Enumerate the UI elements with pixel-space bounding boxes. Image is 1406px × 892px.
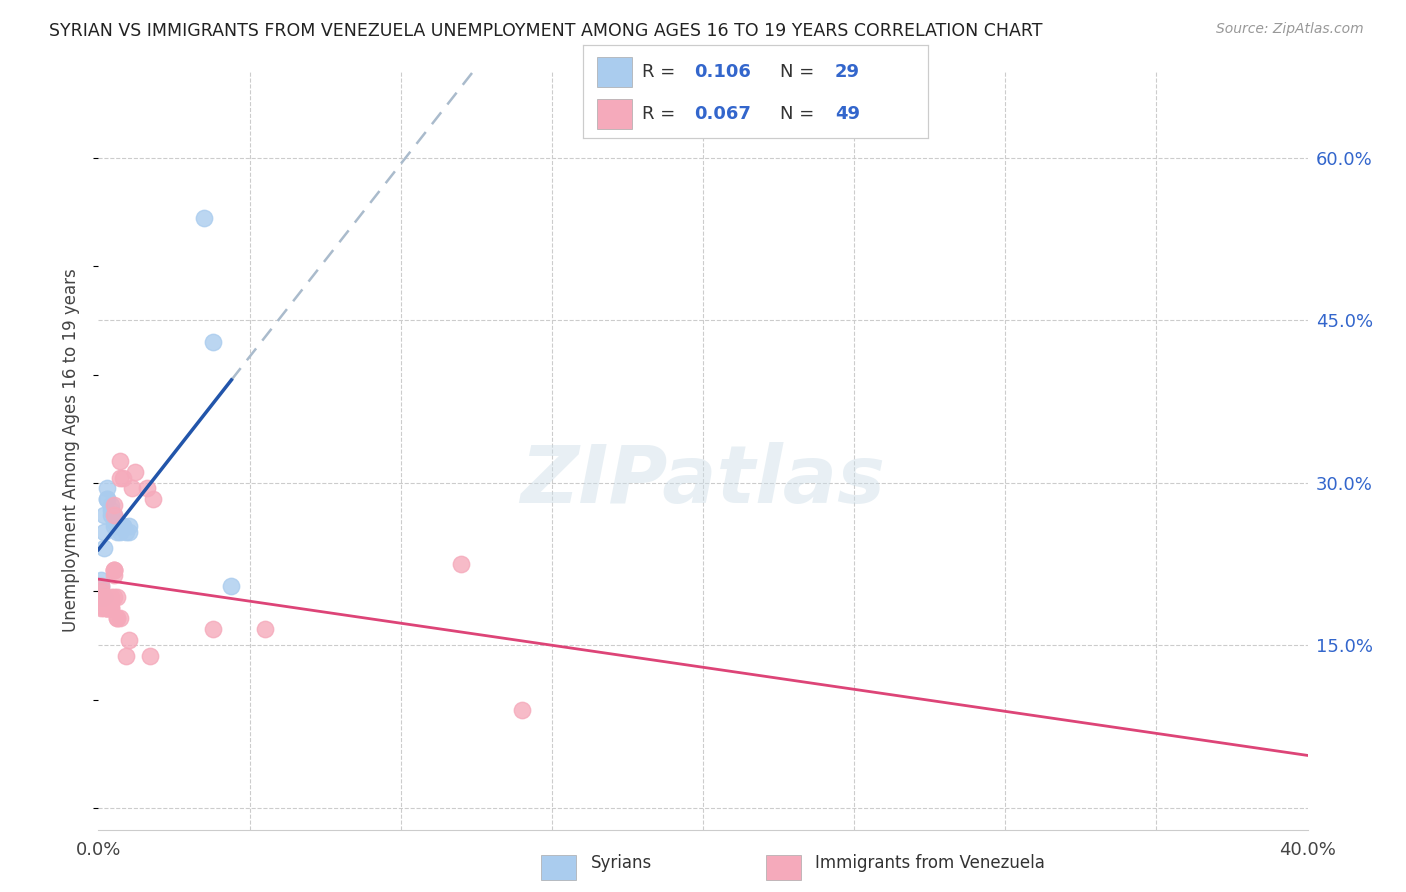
Point — [90, 579, 112, 593]
Point — [103, 498, 125, 512]
Point — [96, 595, 118, 609]
Text: R =: R = — [643, 105, 681, 123]
Point — [93, 590, 115, 604]
Point — [96, 492, 118, 507]
Point — [108, 611, 131, 625]
FancyBboxPatch shape — [766, 855, 801, 880]
Point — [105, 519, 128, 533]
Point — [103, 563, 125, 577]
Point — [121, 482, 143, 496]
Text: Source: ZipAtlas.com: Source: ZipAtlas.com — [1216, 22, 1364, 37]
Point — [93, 590, 115, 604]
Point — [93, 524, 115, 539]
Point — [100, 600, 122, 615]
Text: 49: 49 — [835, 105, 860, 123]
Point — [90, 590, 112, 604]
Text: N =: N = — [780, 105, 820, 123]
Point — [103, 590, 125, 604]
Point — [93, 595, 115, 609]
FancyBboxPatch shape — [598, 57, 631, 87]
Point — [118, 519, 141, 533]
Point — [90, 574, 112, 588]
Text: ZIPatlas: ZIPatlas — [520, 442, 886, 520]
Point — [142, 492, 165, 507]
Text: 0.106: 0.106 — [693, 62, 751, 81]
Point — [114, 649, 136, 664]
Point — [105, 611, 128, 625]
Point — [100, 508, 122, 523]
Point — [105, 524, 128, 539]
Point — [108, 470, 131, 484]
FancyBboxPatch shape — [598, 99, 631, 129]
Point — [93, 590, 115, 604]
Point — [108, 519, 131, 533]
Point — [100, 503, 122, 517]
Point — [202, 335, 225, 350]
Point — [135, 482, 157, 496]
Point — [100, 600, 122, 615]
Point — [105, 590, 128, 604]
Point — [93, 508, 115, 523]
Point — [118, 524, 141, 539]
Text: Immigrants from Venezuela: Immigrants from Venezuela — [815, 855, 1045, 872]
Point — [111, 470, 134, 484]
Point — [103, 508, 125, 523]
Point — [103, 514, 125, 528]
Point — [221, 579, 243, 593]
Point — [100, 590, 122, 604]
Point — [90, 579, 112, 593]
Point — [202, 622, 225, 636]
Point — [93, 600, 115, 615]
FancyBboxPatch shape — [541, 855, 576, 880]
Point — [93, 595, 115, 609]
Point — [93, 590, 115, 604]
Point — [96, 482, 118, 496]
Point — [124, 465, 146, 479]
Point — [108, 524, 131, 539]
Point — [96, 492, 118, 507]
Point — [103, 519, 125, 533]
Text: 29: 29 — [835, 62, 860, 81]
Point — [90, 600, 112, 615]
Text: 0.067: 0.067 — [693, 105, 751, 123]
Point — [111, 519, 134, 533]
Point — [108, 454, 131, 468]
Point — [450, 557, 472, 572]
Point — [93, 595, 115, 609]
Point — [103, 563, 125, 577]
Point — [111, 519, 134, 533]
Point — [103, 508, 125, 523]
Point — [96, 600, 118, 615]
Point — [100, 595, 122, 609]
Point — [103, 563, 125, 577]
Point — [96, 595, 118, 609]
Point — [96, 600, 118, 615]
Point — [139, 649, 162, 664]
Point — [96, 595, 118, 609]
Point — [90, 590, 112, 604]
Point — [100, 498, 122, 512]
Y-axis label: Unemployment Among Ages 16 to 19 years: Unemployment Among Ages 16 to 19 years — [62, 268, 80, 632]
Point — [253, 622, 276, 636]
Point — [96, 600, 118, 615]
Point — [93, 541, 115, 555]
Point — [193, 211, 215, 225]
Point — [90, 584, 112, 599]
Point — [96, 600, 118, 615]
Point — [510, 703, 533, 717]
Text: N =: N = — [780, 62, 820, 81]
Point — [90, 590, 112, 604]
Point — [118, 633, 141, 648]
Text: SYRIAN VS IMMIGRANTS FROM VENEZUELA UNEMPLOYMENT AMONG AGES 16 TO 19 YEARS CORRE: SYRIAN VS IMMIGRANTS FROM VENEZUELA UNEM… — [49, 22, 1043, 40]
Point — [105, 611, 128, 625]
Text: Syrians: Syrians — [591, 855, 652, 872]
Text: R =: R = — [643, 62, 681, 81]
Point — [100, 595, 122, 609]
Point — [103, 568, 125, 582]
Point — [90, 584, 112, 599]
Point — [114, 524, 136, 539]
